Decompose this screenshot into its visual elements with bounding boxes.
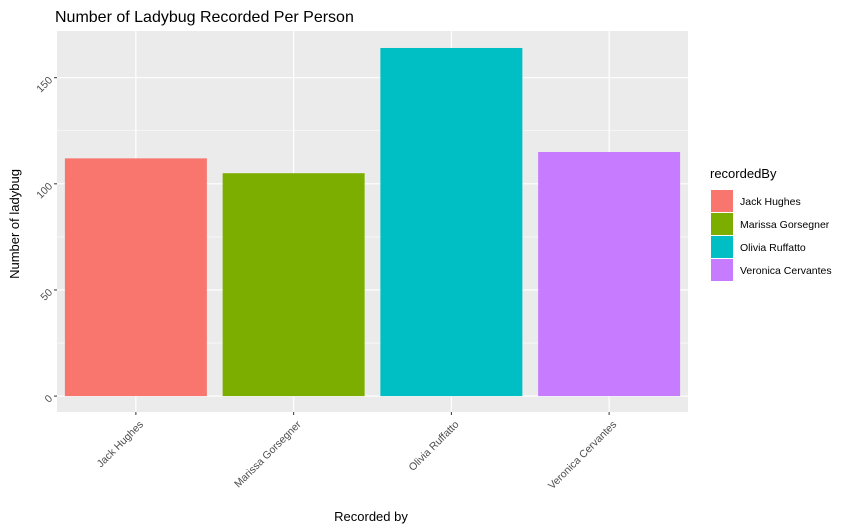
- legend-label: Veronica Cervantes: [740, 265, 832, 277]
- legend-title: recordedBy: [710, 166, 777, 181]
- x-tick-label: Marissa Gorsegner: [232, 418, 304, 490]
- bar-jack-hughes: [64, 158, 207, 397]
- y-tick-label: 150: [34, 74, 55, 95]
- x-axis-ticks: Jack Hughes Marissa Gorsegner Olivia Ruffa…: [95, 412, 619, 492]
- legend-label: Marissa Gorsegner: [740, 219, 830, 231]
- chart-title: Number of Ladybug Recorded Per Person: [55, 9, 354, 26]
- x-tick-label: Olivia Ruffatto: [407, 419, 462, 474]
- y-tick-label: 0: [43, 393, 56, 406]
- bar-olivia-ruffatto: [380, 47, 523, 397]
- x-tick-label: Veronica Cervantes: [546, 419, 619, 492]
- x-axis-title: Recorded by: [334, 509, 408, 524]
- y-axis-title: Number of ladybug: [7, 169, 22, 279]
- legend-key: [711, 190, 733, 212]
- legend-key: [711, 213, 733, 235]
- y-axis-ticks: 0 50 100 150: [34, 74, 57, 405]
- bars: [64, 47, 681, 397]
- x-tick-label: Jack Hughes: [95, 419, 146, 470]
- legend-key: [711, 236, 733, 258]
- legend-key: [711, 259, 733, 281]
- legend-label: Olivia Ruffatto: [740, 242, 806, 254]
- legend-label: Jack Hughes: [740, 196, 801, 208]
- y-tick-label: 50: [38, 286, 55, 303]
- bar-marissa-gorsegner: [222, 173, 365, 397]
- legend: recordedBy Jack Hughes Marissa Gorsegner O…: [710, 166, 832, 281]
- bar-veronica-cervantes: [538, 151, 681, 397]
- y-tick-label: 100: [34, 180, 55, 201]
